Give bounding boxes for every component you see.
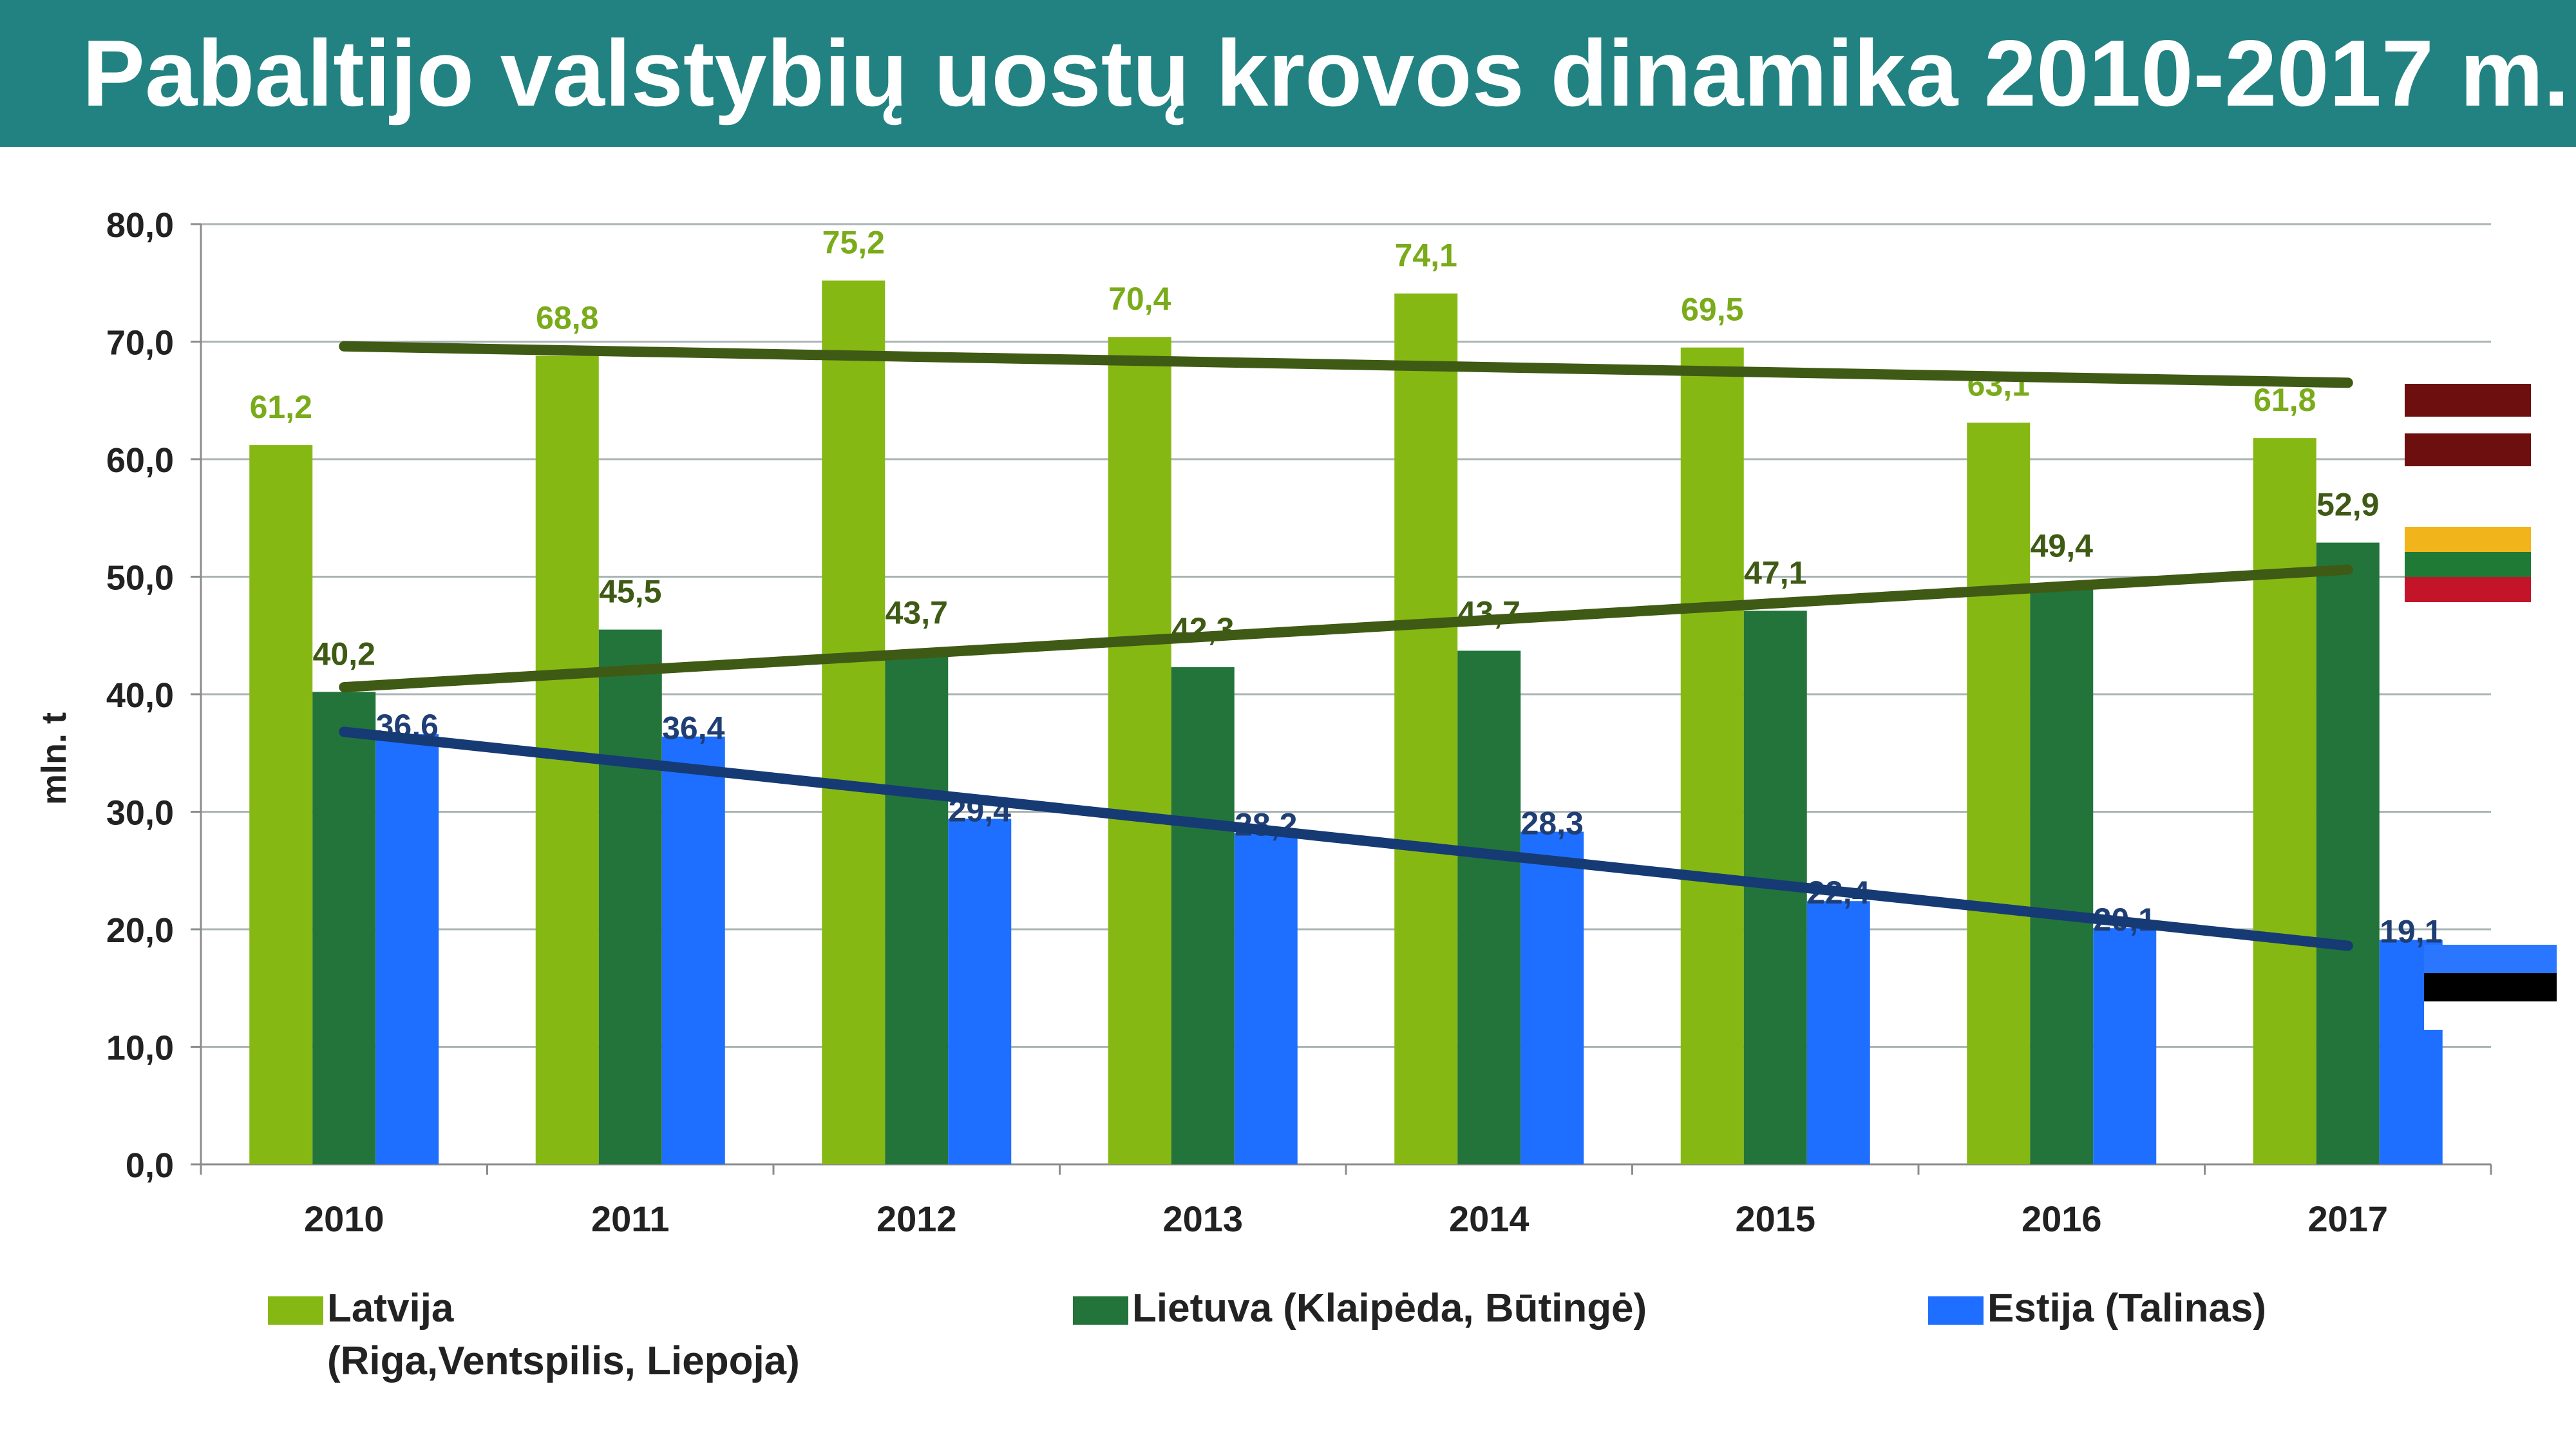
bar-1-2014 [1457,650,1521,1164]
lithuania-flag-stripe-middle [2405,552,2531,577]
lithuania-flag [2405,527,2531,602]
data-label: 47,1 [1744,554,1806,591]
data-label: 61,8 [2253,382,2316,418]
bar-0-2017 [2253,438,2316,1164]
bar-0-2010 [249,445,313,1164]
estonia-flag-stripe-middle [2424,973,2557,1001]
bar-2-2011 [661,736,725,1164]
y-tick-label: 70,0 [106,324,174,363]
data-label: 28,3 [1521,806,1584,842]
data-label: 52,9 [2316,487,2379,523]
legend-label-lietuva: Lietuva (Klaipėda, Būtingė) [1132,1286,1647,1331]
bar-2-2012 [948,819,1012,1164]
bar-2-2010 [375,734,439,1164]
latvia-flag-stripe-top [2405,384,2531,417]
bar-2-2013 [1234,833,1298,1164]
bar-1-2017 [2316,542,2380,1164]
y-tick-label: 50,0 [106,559,174,598]
trendline-0 [339,341,2353,388]
bar-1-2011 [598,629,662,1164]
legend-swatch-lietuva [1073,1296,1128,1325]
y-tick-label: 0,0 [126,1146,174,1185]
bar-0-2013 [1108,337,1171,1165]
y-tick-label: 80,0 [106,206,174,245]
bar-1-2016 [2030,583,2094,1164]
legend-label-estija: Estija (Talinas) [1987,1286,2266,1331]
legend-label-latvija-ports: (Riga,Ventspilis, Liepoja) [327,1339,800,1383]
bar-0-2016 [1967,422,2031,1164]
data-label: 70,4 [1108,281,1171,317]
title-bar: Pabaltijo valstybių uostų krovos dinamik… [0,0,2576,147]
bar-1-2010 [312,692,376,1164]
data-label: 45,5 [599,574,661,610]
x-tick-label: 2010 [304,1198,384,1239]
y-tick-label: 40,0 [106,676,174,715]
data-label: 74,1 [1395,238,1457,274]
y-tick-label: 30,0 [106,794,174,833]
data-label: 40,2 [313,636,375,672]
bar-1-2012 [885,650,949,1164]
y-tick-label: 60,0 [106,441,174,480]
data-label: 69,5 [1681,292,1743,328]
legend-swatch-latvija [268,1296,323,1325]
y-tick-label: 20,0 [106,911,174,950]
bar-0-2014 [1394,293,1458,1164]
data-label: 68,8 [536,299,598,336]
y-tick-label: 10,0 [106,1029,174,1068]
data-label: 36,4 [662,710,725,746]
latvia-flag [2405,384,2531,466]
data-label: 19,1 [2380,913,2442,949]
data-label: 49,4 [2031,527,2094,564]
x-tick-label: 2016 [2022,1198,2102,1239]
data-label: 75,2 [822,225,885,261]
bar-2-2015 [1806,901,1870,1164]
page-title: Pabaltijo valstybių uostų krovos dinamik… [82,21,2570,126]
data-label: 43,7 [886,594,948,630]
bar-0-2012 [822,280,886,1165]
estonia-flag-stripe-bottom [2424,1001,2557,1030]
lithuania-flag-stripe-top [2405,527,2531,552]
lithuania-flag-stripe-bottom [2405,577,2531,602]
x-tick-label: 2015 [1735,1198,1815,1239]
legend-swatch-estija [1928,1296,1984,1325]
x-tick-label: 2011 [591,1198,670,1239]
y-axis-label: mln. t [35,712,73,805]
estonia-flag-stripe-top [2424,945,2557,973]
trendline-2 [339,726,2353,951]
x-tick-label: 2014 [1449,1198,1530,1239]
legend-label-latvija: Latvija [327,1286,454,1331]
x-tick-label: 2017 [2307,1198,2388,1239]
latvia-flag-stripe-bottom [2405,433,2531,466]
latvia-flag-stripe-middle [2405,417,2531,433]
x-tick-label: 2012 [876,1198,957,1239]
bar-2-2016 [2093,928,2157,1164]
trendline-1 [339,564,2353,693]
bar-1-2013 [1171,667,1235,1164]
bar-2-2014 [1520,831,1584,1164]
x-tick-label: 2013 [1162,1198,1243,1239]
bar-0-2015 [1680,347,1744,1164]
estonia-flag [2424,945,2557,1030]
data-label: 61,2 [250,389,312,425]
